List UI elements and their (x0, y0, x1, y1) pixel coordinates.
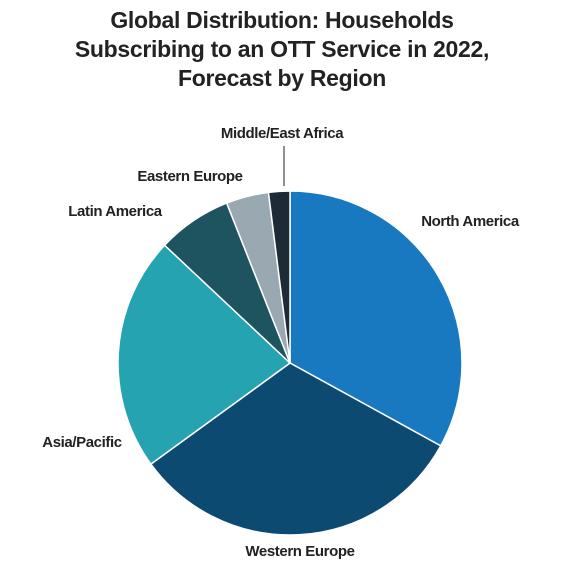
pie-slice (267, 190, 291, 364)
slice-label: Western Europe (245, 543, 354, 560)
pie-slice (117, 244, 292, 466)
pie-slice (289, 190, 463, 447)
pie-slice (149, 362, 442, 536)
slice-label: Asia/Pacific (42, 434, 121, 451)
slice-label: Latin America (68, 203, 163, 220)
slice-label: Eastern Europe (137, 168, 242, 185)
slice-label: North America (421, 213, 520, 230)
chart-title: Global Distribution: Households Subscrib… (74, 7, 490, 91)
slice-label: Middle/East Africa (221, 125, 344, 142)
